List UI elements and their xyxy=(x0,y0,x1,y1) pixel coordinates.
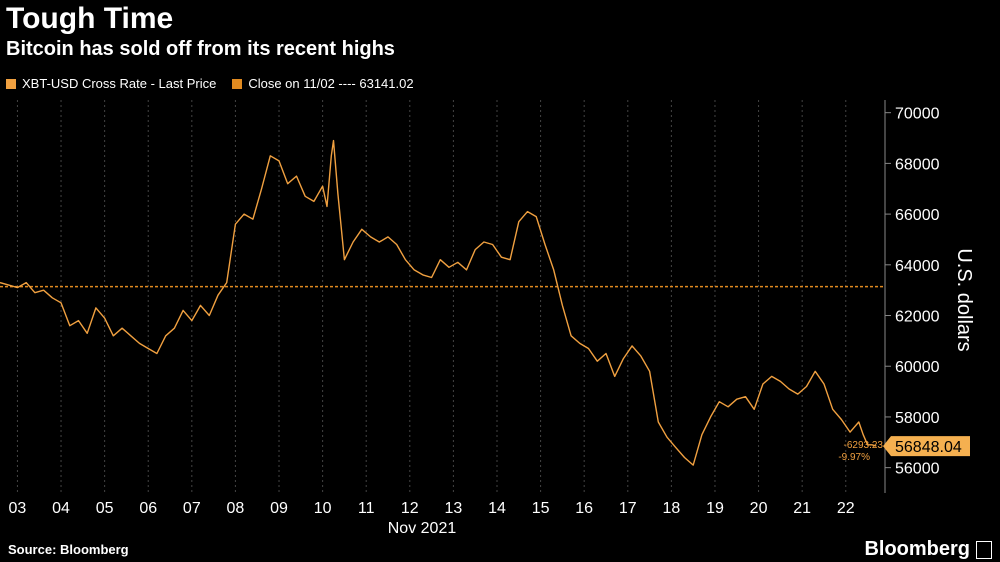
change-pct-label: -9.97% xyxy=(838,452,870,463)
x-tick-label: 08 xyxy=(227,500,245,517)
y-tick-label: 60000 xyxy=(895,359,940,376)
last-value-label: 56848.04 xyxy=(895,439,962,456)
x-tick-label: 15 xyxy=(532,500,550,517)
x-tick-label: 07 xyxy=(183,500,201,517)
chart-subtitle: Bitcoin has sold off from its recent hig… xyxy=(6,38,395,60)
grid xyxy=(16,100,847,493)
x-tick-label: 22 xyxy=(837,500,855,517)
y-tick-label: 64000 xyxy=(895,258,940,275)
brand-logo-text: Bloomberg xyxy=(864,538,970,560)
series-group xyxy=(0,139,877,466)
legend: XBT-USD Cross Rate - Last Price Close on… xyxy=(6,76,414,91)
x-tick-label: 14 xyxy=(488,500,506,517)
x-tick-label: 05 xyxy=(96,500,114,517)
x-tick-label: 13 xyxy=(445,500,463,517)
x-tick-label: 20 xyxy=(750,500,768,517)
source-note: Source: Bloomberg xyxy=(8,542,129,557)
ref-swatch xyxy=(232,78,243,89)
x-tick-label: 04 xyxy=(52,500,70,517)
y-tick-label: 66000 xyxy=(895,207,940,224)
legend-series-label: XBT-USD Cross Rate - Last Price xyxy=(22,76,217,91)
y-tick-label: 62000 xyxy=(895,309,940,326)
change-abs-label: -6293.23 xyxy=(844,440,884,451)
legend-ref-label: Close on 11/02 ---- 63141.02 xyxy=(248,76,414,91)
y-tick-label: 70000 xyxy=(895,106,940,123)
x-tick-label: 11 xyxy=(358,500,375,517)
last-value-group: 56848.04 -6293.23-9.97% xyxy=(838,436,970,463)
x-tick-label: 21 xyxy=(793,500,811,517)
x-tick-label: 06 xyxy=(139,500,157,517)
y-tick-label: 56000 xyxy=(895,461,940,478)
last-value-tag xyxy=(883,436,970,457)
series-line-xbt-usd xyxy=(0,139,877,466)
x-tick-label: 19 xyxy=(706,500,724,517)
x-tick-label: 17 xyxy=(619,500,637,517)
bloomberg-icon xyxy=(976,541,992,559)
x-tick-label: 18 xyxy=(662,500,680,517)
y-tick-label: 58000 xyxy=(895,410,940,427)
chart-title: Tough Time xyxy=(6,2,174,35)
y-axis-label: U.S. dollars xyxy=(953,248,975,351)
y-tick-label: 68000 xyxy=(895,156,940,173)
y-axis: 56000 58000 60000 62000 64000 66000 68000 70000 xyxy=(884,100,940,493)
x-tick-label: 16 xyxy=(575,500,593,517)
x-axis: 03 04 05 06 07 08 09 10 11 12 13 14 15 16 17 18 19 20 21 22 xyxy=(9,500,855,517)
x-tick-label: 09 xyxy=(270,500,288,517)
series-swatch xyxy=(6,78,16,89)
x-axis-label: Nov 2021 xyxy=(388,520,457,537)
x-tick-label: 10 xyxy=(314,500,332,517)
x-tick-label: 03 xyxy=(9,500,27,517)
x-tick-label: 12 xyxy=(401,500,419,517)
